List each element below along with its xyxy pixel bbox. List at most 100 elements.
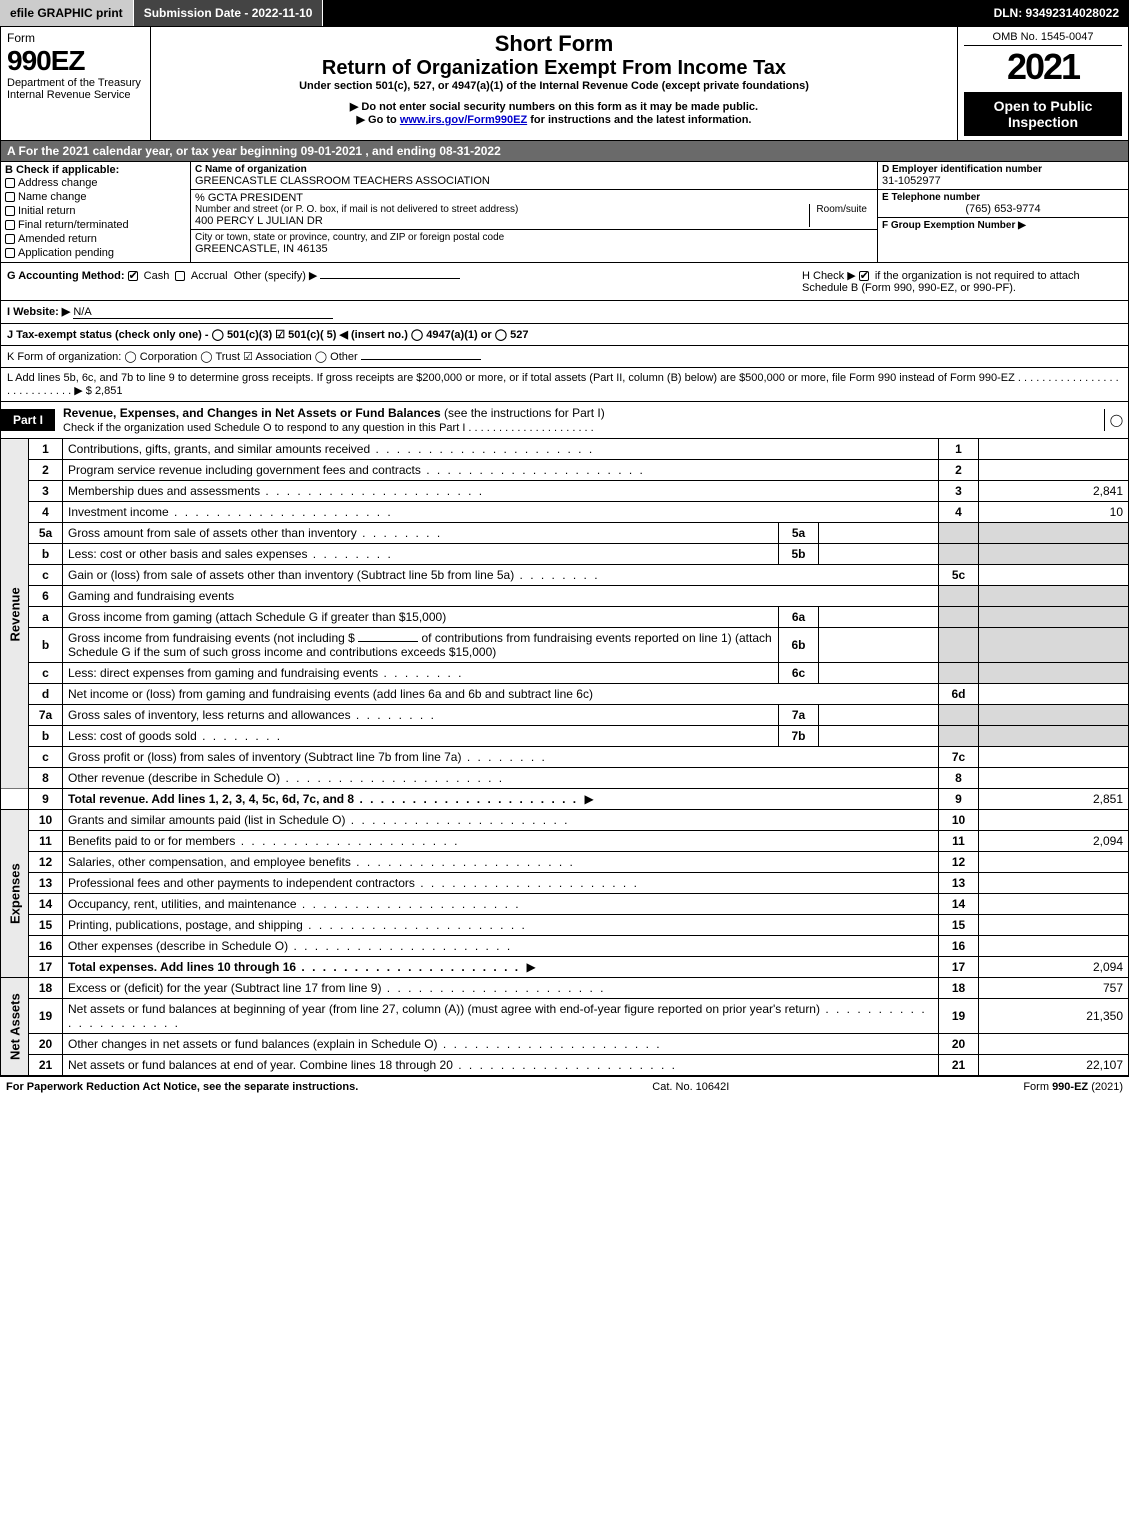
chk-final-return[interactable]: Final return/terminated <box>5 218 186 232</box>
col-d: D Employer identification number 31-1052… <box>878 162 1128 262</box>
part1-desc-norm: (see the instructions for Part I) <box>441 406 605 420</box>
l7b-desc: Less: cost of goods sold <box>63 726 779 747</box>
header-right: OMB No. 1545-0047 2021 Open to Public In… <box>958 27 1128 140</box>
chk-application-pending[interactable]: Application pending <box>5 246 186 260</box>
h-pre: H Check ▶ <box>802 270 859 282</box>
l6a-shade2 <box>979 607 1129 628</box>
chk-cash[interactable] <box>128 271 138 281</box>
chk-initial-return[interactable]: Initial return <box>5 204 186 218</box>
l6a-desc: Gross income from gaming (attach Schedul… <box>63 607 779 628</box>
l15-desc: Printing, publications, postage, and shi… <box>63 915 939 936</box>
l18-val: 757 <box>979 978 1129 999</box>
efile-tab[interactable]: efile GRAPHIC print <box>0 0 134 26</box>
dln-tab: DLN: 93492314028022 <box>984 0 1129 26</box>
l13-desc: Professional fees and other payments to … <box>63 873 939 894</box>
section-h: H Check ▶ if the organization is not req… <box>802 269 1122 294</box>
row-i: I Website: ▶ N/A <box>0 301 1129 324</box>
chk-amended[interactable]: Amended return <box>5 232 186 246</box>
l5c-num: c <box>29 565 63 586</box>
l20-lineno: 20 <box>939 1034 979 1055</box>
l3-desc: Membership dues and assessments <box>63 481 939 502</box>
footer-right-form: 990-EZ <box>1052 1081 1088 1093</box>
l4-val: 10 <box>979 502 1129 523</box>
l6c-sub: 6c <box>779 663 819 684</box>
gross-receipts: 2,851 <box>95 385 123 397</box>
accrual-label: Accrual <box>191 270 228 282</box>
side-expenses: Expenses <box>1 810 29 978</box>
open-public: Open to Public Inspection <box>964 92 1122 136</box>
l7a-shade1 <box>939 705 979 726</box>
l6c-shade2 <box>979 663 1129 684</box>
l9-desc: Total revenue. Add lines 1, 2, 3, 4, 5c,… <box>63 789 939 810</box>
l11-desc: Benefits paid to or for members <box>63 831 939 852</box>
chk-name-change[interactable]: Name change <box>5 190 186 204</box>
city-state-zip: GREENCASTLE, IN 46135 <box>195 243 873 255</box>
l3-val: 2,841 <box>979 481 1129 502</box>
l5a-shade1 <box>939 523 979 544</box>
l8-desc: Other revenue (describe in Schedule O) <box>63 768 939 789</box>
label-addr: Number and street (or P. O. box, if mail… <box>195 204 809 215</box>
row-g-h: G Accounting Method: Cash Accrual Other … <box>0 263 1129 301</box>
sub3-post: for instructions and the latest informat… <box>527 114 751 126</box>
chk-label-2: Initial return <box>18 205 75 217</box>
l19-num: 19 <box>29 999 63 1034</box>
form-word: Form <box>7 31 144 45</box>
footer-left: For Paperwork Reduction Act Notice, see … <box>6 1081 358 1093</box>
room-suite-label: Room/suite <box>809 204 873 227</box>
l12-num: 12 <box>29 852 63 873</box>
l5a-sub: 5a <box>779 523 819 544</box>
sub3: ▶ Go to www.irs.gov/Form990EZ for instru… <box>157 113 951 126</box>
col-b: B Check if applicable: Address change Na… <box>1 162 191 262</box>
l6b-shade1 <box>939 628 979 663</box>
part1-desc: Revenue, Expenses, and Changes in Net As… <box>55 402 1104 438</box>
l20-val <box>979 1034 1129 1055</box>
l6d-val <box>979 684 1129 705</box>
care-of: % GCTA PRESIDENT <box>195 192 873 204</box>
chk-accrual[interactable] <box>175 271 185 281</box>
l7c-desc: Gross profit or (loss) from sales of inv… <box>63 747 939 768</box>
l12-val <box>979 852 1129 873</box>
website-value: N/A <box>73 306 333 319</box>
l16-lineno: 16 <box>939 936 979 957</box>
label-ein: D Employer identification number <box>882 164 1124 175</box>
other-specify-input[interactable] <box>320 278 460 279</box>
chk-address-change[interactable]: Address change <box>5 176 186 190</box>
irs-link[interactable]: www.irs.gov/Form990EZ <box>400 114 527 126</box>
l1-lineno: 1 <box>939 439 979 460</box>
l5b-num: b <box>29 544 63 565</box>
l6d-desc: Net income or (loss) from gaming and fun… <box>63 684 939 705</box>
sub2: ▶ Do not enter social security numbers o… <box>157 100 951 113</box>
chk-label-5: Application pending <box>18 247 114 259</box>
part1-checkbox[interactable]: ◯ <box>1104 409 1128 431</box>
l6b-num: b <box>29 628 63 663</box>
l4-desc: Investment income <box>63 502 939 523</box>
l2-desc: Program service revenue including govern… <box>63 460 939 481</box>
l13-lineno: 13 <box>939 873 979 894</box>
other-org-input[interactable] <box>361 359 481 360</box>
l9-val: 2,851 <box>979 789 1129 810</box>
other-label: Other (specify) ▶ <box>234 270 318 282</box>
chk-schedule-b[interactable] <box>859 271 869 281</box>
accounting-method: G Accounting Method: Cash Accrual Other … <box>7 269 460 294</box>
l5c-val <box>979 565 1129 586</box>
l10-num: 10 <box>29 810 63 831</box>
l6-desc: Gaming and fundraising events <box>63 586 939 607</box>
l6b-blank[interactable] <box>358 641 418 642</box>
l20-num: 20 <box>29 1034 63 1055</box>
l7b-shade2 <box>979 726 1129 747</box>
part1-label: Part I <box>1 409 55 431</box>
l11-num: 11 <box>29 831 63 852</box>
l7c-lineno: 7c <box>939 747 979 768</box>
l10-val <box>979 810 1129 831</box>
chk-label-4: Amended return <box>18 233 97 245</box>
l4-lineno: 4 <box>939 502 979 523</box>
l17-desc: Total expenses. Add lines 10 through 16 <box>63 957 939 978</box>
topbar: efile GRAPHIC print Submission Date - 20… <box>0 0 1129 26</box>
l15-num: 15 <box>29 915 63 936</box>
l19-val: 21,350 <box>979 999 1129 1034</box>
l6c-subval <box>819 663 939 684</box>
l6-num: 6 <box>29 586 63 607</box>
lines-table: Revenue 1 Contributions, gifts, grants, … <box>0 439 1129 1076</box>
l20-desc: Other changes in net assets or fund bala… <box>63 1034 939 1055</box>
l1-val <box>979 439 1129 460</box>
